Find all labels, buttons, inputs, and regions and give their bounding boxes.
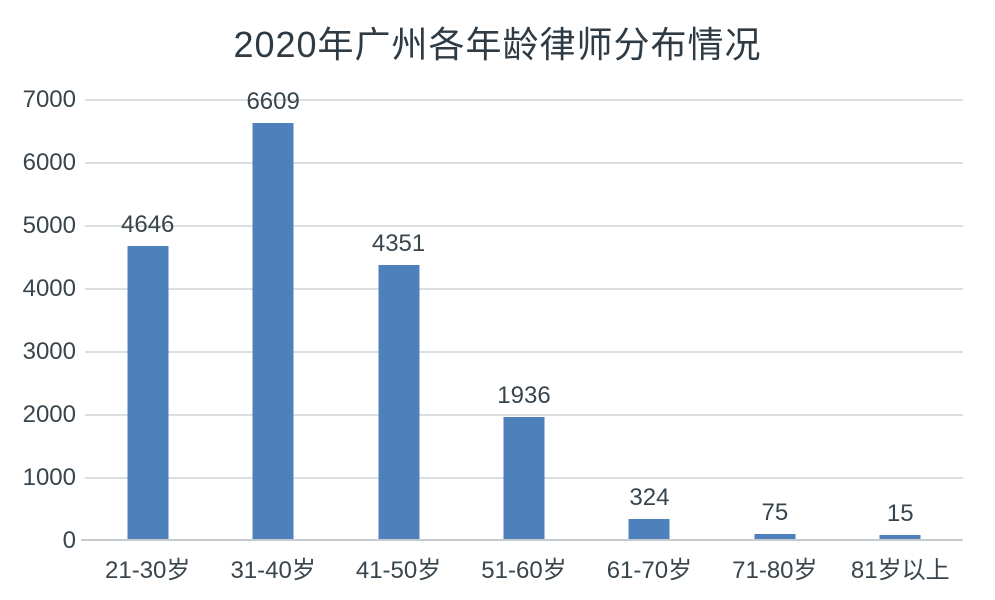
- category-cell: 324 61-70岁: [587, 100, 712, 584]
- bar-value-label: 15: [886, 500, 914, 527]
- bar: [252, 122, 294, 539]
- x-axis-line: [81, 539, 963, 541]
- chart-title: 2020年广州各年龄律师分布情况: [233, 24, 762, 65]
- bar: [127, 246, 169, 539]
- gridline: [85, 162, 963, 164]
- gridline: [85, 351, 963, 353]
- bar: [879, 535, 921, 539]
- category-cell: 6609 31-40岁: [210, 88, 335, 584]
- category-cell: 75 71-80岁: [712, 100, 837, 584]
- gridline: [85, 414, 963, 416]
- x-axis-label: 31-40岁: [230, 557, 316, 584]
- x-axis-label: 21-30岁: [105, 557, 191, 584]
- bar: [754, 534, 796, 539]
- y-axis-label: 2000: [22, 401, 76, 428]
- category-cell: 4351 41-50岁: [336, 100, 461, 584]
- bar: [378, 264, 420, 539]
- bar: [628, 518, 670, 539]
- gridline: [85, 99, 963, 101]
- bar-value-label: 324: [629, 483, 670, 511]
- category-cell: 4646 21-30岁: [85, 100, 210, 584]
- x-axis-label: 41-50岁: [355, 557, 442, 584]
- bar-value-label: 1936: [497, 382, 551, 410]
- plot-area: 4646 21-30岁 6609 31-40岁 4351 41-50岁 1936 51-60岁…: [81, 88, 963, 585]
- y-axis-label: 5000: [22, 212, 76, 239]
- category-cell: 1936 51-60岁: [461, 100, 586, 584]
- y-axis-label: 1000: [22, 464, 76, 491]
- y-axis-label: 3000: [22, 338, 76, 365]
- y-axis-label: 4000: [22, 275, 76, 302]
- category-cell: 15 81岁以上: [838, 100, 963, 585]
- x-axis-label: 61-70岁: [606, 557, 693, 584]
- x-axis-label: 81岁以上: [850, 557, 950, 584]
- y-axis-label: 0: [62, 527, 76, 554]
- bar-value-label: 4351: [371, 229, 426, 257]
- y-axis-label: 7000: [22, 86, 76, 113]
- category-row: 4646 21-30岁 6609 31-40岁 4351 41-50岁 1936 51-60岁…: [85, 88, 963, 585]
- y-axis-label: 6000: [22, 149, 76, 176]
- gridline: [85, 225, 963, 227]
- x-axis-label: 51-60岁: [481, 557, 567, 584]
- bar: [503, 417, 545, 539]
- gridline: [85, 288, 963, 290]
- x-axis-label: 71-80岁: [732, 557, 818, 584]
- bar-value-label: 6609: [246, 87, 300, 115]
- bar-value-label: 75: [761, 499, 789, 527]
- bar-value-label: 4646: [121, 211, 175, 239]
